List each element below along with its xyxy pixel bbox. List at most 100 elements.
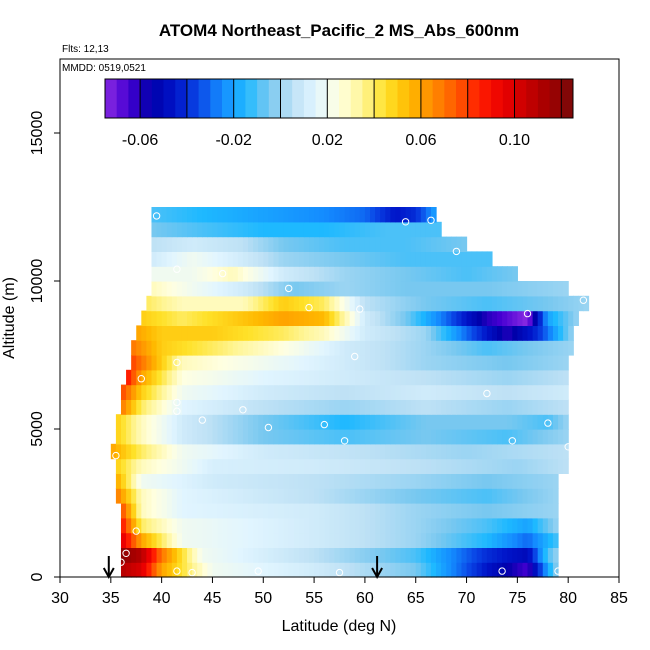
heatmap-cell	[476, 547, 483, 563]
heatmap-cell	[375, 340, 381, 356]
heatmap-cell	[227, 547, 234, 563]
heatmap-cell	[293, 384, 300, 400]
heatmap-cell	[156, 310, 163, 326]
heatmap-cell	[405, 429, 412, 445]
heatmap-cell	[354, 562, 361, 578]
heatmap-cell	[207, 266, 214, 282]
heatmap-cell	[547, 310, 554, 326]
heatmap-cell	[375, 295, 381, 312]
heatmap-cell	[268, 458, 275, 474]
heatmap-cell	[491, 399, 498, 415]
heatmap-cell	[141, 562, 147, 578]
heatmap-cell	[375, 414, 381, 430]
heatmap-cell	[161, 473, 168, 489]
heatmap-cell	[197, 503, 203, 519]
heatmap-cell	[171, 295, 178, 312]
heatmap-cell	[288, 355, 295, 371]
heatmap-cell	[319, 207, 325, 223]
heatmap-cell	[263, 251, 269, 267]
heatmap-cell	[456, 414, 463, 430]
heatmap-cell	[400, 503, 407, 519]
heatmap-cell	[278, 266, 285, 282]
heatmap-cell	[502, 355, 508, 371]
heatmap-cell	[456, 473, 463, 489]
profile-point	[401, 218, 410, 226]
heatmap-cell	[248, 221, 254, 238]
heatmap-cell	[242, 503, 249, 519]
heatmap-cell	[344, 414, 351, 430]
heatmap-cell	[253, 325, 259, 341]
heatmap-cell	[436, 517, 442, 534]
heatmap-cell	[497, 532, 503, 548]
heatmap-cell	[339, 414, 346, 430]
heatmap-cell	[446, 369, 452, 386]
heatmap-cell	[425, 369, 432, 386]
heatmap-cell	[120, 443, 127, 460]
heatmap-cell	[380, 295, 386, 312]
heatmap-cell	[303, 369, 310, 386]
heatmap-cell	[400, 310, 407, 326]
heatmap-cell	[258, 488, 264, 504]
heatmap-cell	[176, 221, 183, 238]
heatmap-cell	[217, 488, 224, 504]
heatmap-cell	[248, 562, 254, 578]
heatmap-cell	[202, 221, 208, 238]
heatmap-cell	[126, 562, 132, 578]
heatmap-cell	[349, 221, 356, 238]
heatmap-cell	[497, 340, 503, 356]
heatmap-cell	[227, 340, 234, 356]
heatmap-cell	[334, 340, 341, 356]
heatmap-cell	[207, 384, 214, 400]
heatmap-cell	[451, 399, 457, 415]
heatmap-cell	[268, 517, 275, 534]
heatmap-cell	[507, 399, 513, 415]
heatmap-cell	[146, 488, 153, 504]
heatmap-cell	[446, 325, 452, 341]
x-tick-label: 55	[305, 590, 323, 607]
heatmap-cell	[517, 369, 524, 386]
heatmap-cell	[415, 310, 422, 326]
heatmap-cell	[339, 340, 346, 356]
heatmap-cell	[385, 547, 391, 563]
heatmap-cell	[263, 473, 269, 489]
heatmap-cell	[420, 384, 427, 400]
heatmap-cell	[441, 458, 447, 474]
heatmap-cell	[486, 355, 493, 371]
heatmap-cell	[268, 310, 275, 326]
heatmap-cell	[552, 532, 559, 548]
heatmap-cell	[405, 399, 412, 415]
heatmap-cell	[547, 355, 554, 371]
heatmap-cell	[497, 281, 503, 297]
heatmap-cell	[303, 384, 310, 400]
heatmap-cell	[181, 325, 188, 341]
heatmap-cell	[283, 207, 290, 223]
heatmap-cell	[141, 488, 147, 504]
heatmap-cell	[156, 399, 163, 415]
heatmap-cell	[375, 429, 381, 445]
heatmap-cell	[197, 517, 203, 534]
colorbar-segment	[233, 79, 246, 118]
heatmap-cell	[278, 532, 285, 548]
heatmap-cell	[441, 503, 447, 519]
heatmap-cell	[176, 414, 183, 430]
heatmap-cell	[288, 473, 295, 489]
heatmap-cell	[181, 266, 188, 282]
heatmap-cell	[486, 532, 493, 548]
colorbar-segment	[186, 79, 200, 118]
heatmap-cell	[364, 458, 371, 474]
heatmap-cell	[502, 532, 508, 548]
heatmap-cell	[268, 281, 275, 297]
heatmap-cell	[314, 547, 320, 563]
heatmap-cell	[486, 266, 493, 282]
heatmap-cell	[136, 517, 142, 534]
heatmap-cell	[263, 369, 269, 386]
heatmap-cell	[248, 355, 254, 371]
heatmap-cell	[136, 458, 142, 474]
heatmap-cell	[171, 399, 178, 415]
heatmap-cell	[171, 310, 178, 326]
heatmap-cell	[273, 414, 280, 430]
heatmap-cell	[227, 562, 234, 578]
heatmap-cell	[502, 503, 508, 519]
heatmap-cell	[456, 369, 463, 386]
heatmap-cell	[161, 325, 168, 341]
